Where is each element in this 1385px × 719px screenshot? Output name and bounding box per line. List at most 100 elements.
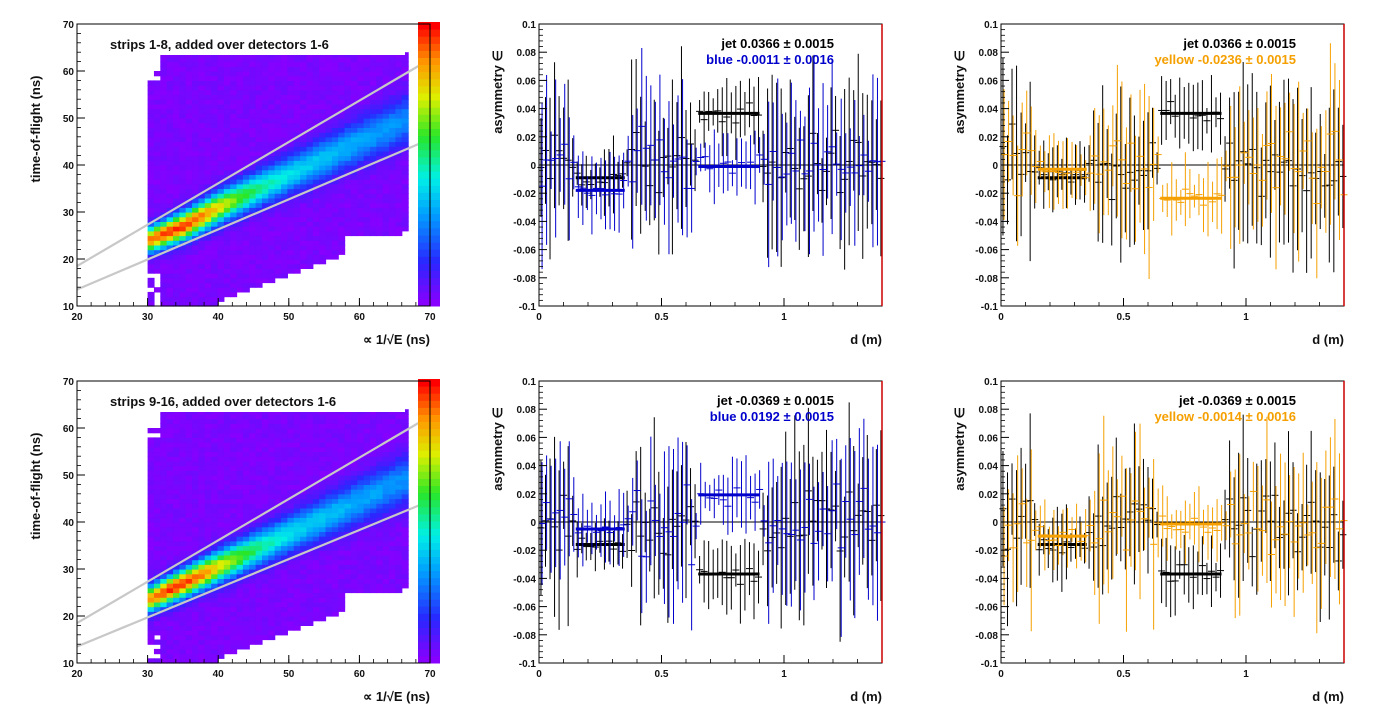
heatmap-bin	[357, 583, 364, 588]
heatmap-bin	[230, 264, 237, 269]
heatmap-bin	[351, 226, 358, 231]
heatmap-bin	[217, 466, 224, 471]
heatmap-bin	[376, 419, 383, 424]
heatmap-bin	[338, 428, 345, 433]
heatmap-bin	[230, 644, 237, 649]
heatmap-bin	[198, 437, 205, 442]
heatmap-bin	[345, 517, 352, 522]
heatmap-bin	[217, 640, 224, 645]
heatmap-bin	[179, 442, 186, 447]
heatmap-bin	[281, 616, 288, 621]
heatmap-bin	[313, 461, 320, 466]
heatmap-bin	[192, 90, 199, 95]
heatmap-bin	[243, 461, 250, 466]
heatmap-bin	[319, 588, 326, 593]
heatmap-bin	[160, 160, 167, 165]
heatmap-bin	[186, 602, 193, 607]
heatmap-bin	[268, 99, 275, 104]
heatmap-bin	[217, 250, 224, 255]
heatmap-bin	[192, 278, 199, 283]
heatmap-bin	[243, 174, 250, 179]
heatmap-bin	[205, 226, 212, 231]
heatmap-bin	[224, 607, 231, 612]
heatmap-bin	[281, 109, 288, 114]
heatmap-bin	[198, 452, 205, 457]
heatmap-bin	[256, 494, 263, 499]
heatmap-bin	[332, 578, 339, 583]
heatmap-bin	[300, 508, 307, 513]
heatmap-bin	[357, 151, 364, 156]
heatmap-bin	[345, 447, 352, 452]
heatmap-bin	[313, 442, 320, 447]
heatmap-bin	[300, 250, 307, 255]
y-tick-label: 50	[63, 114, 75, 125]
heatmap-bin	[205, 630, 212, 635]
heatmap-bin	[160, 414, 167, 419]
heatmap-bin	[205, 104, 212, 109]
heatmap-bin	[198, 165, 205, 170]
heatmap-bin	[211, 292, 218, 297]
heatmap-bin	[300, 109, 307, 114]
heatmap-bin	[376, 165, 383, 170]
heatmap-bin	[237, 621, 244, 626]
heatmap-bin	[389, 62, 396, 67]
heatmap-bin	[395, 217, 402, 222]
heatmap-bin	[211, 419, 218, 424]
heatmap-bin	[345, 503, 352, 508]
heatmap-bin	[160, 484, 167, 489]
heatmap-bin	[173, 113, 180, 118]
heatmap-bin	[154, 268, 161, 273]
chart-panel-1: strips 1-8, added over detectors 1-61020…	[28, 20, 440, 347]
heatmap-bin	[326, 95, 333, 100]
heatmap-bin	[217, 287, 224, 292]
heatmap-bin	[186, 513, 193, 518]
heatmap-bin	[275, 569, 282, 574]
heatmap-bin	[287, 109, 294, 114]
heatmap-bin	[192, 76, 199, 81]
heatmap-bin	[345, 160, 352, 165]
heatmap-bin	[224, 76, 231, 81]
heatmap-bin	[192, 156, 199, 161]
heatmap-bin	[306, 132, 313, 137]
heatmap-bin	[402, 85, 409, 90]
heatmap-bin	[160, 104, 167, 109]
heatmap-bin	[160, 621, 167, 626]
heatmap-bin	[186, 207, 193, 212]
heatmap-bin	[402, 212, 409, 217]
y-tick-label: -0.1	[981, 302, 999, 313]
heatmap-bin	[370, 489, 377, 494]
heatmap-bin	[294, 583, 301, 588]
heatmap-bin	[224, 428, 231, 433]
heatmap-bin	[357, 132, 364, 137]
heatmap-bin	[217, 76, 224, 81]
heatmap-bin	[148, 109, 155, 114]
heatmap-bin	[160, 62, 167, 67]
heatmap-bin	[306, 578, 313, 583]
heatmap-bin	[154, 207, 161, 212]
heatmap-bin	[326, 593, 333, 598]
heatmap-bin	[262, 442, 269, 447]
heatmap-bin	[319, 578, 326, 583]
heatmap-bin	[275, 433, 282, 438]
heatmap-bin	[370, 541, 377, 546]
heatmap-bin	[211, 66, 218, 71]
heatmap-bin	[275, 466, 282, 471]
heatmap-bin	[224, 423, 231, 428]
heatmap-bin	[230, 66, 237, 71]
heatmap-bin	[338, 151, 345, 156]
heatmap-bin	[313, 437, 320, 442]
heatmap-bin	[294, 170, 301, 175]
heatmap-bin	[224, 630, 231, 635]
heatmap-bin	[217, 146, 224, 151]
heatmap-bin	[395, 142, 402, 147]
heatmap-bin	[351, 517, 358, 522]
heatmap-bin	[287, 118, 294, 123]
heatmap-bin	[192, 489, 199, 494]
heatmap-bin	[332, 85, 339, 90]
heatmap-bin	[402, 193, 409, 198]
heatmap-bin	[205, 517, 212, 522]
heatmap-bin	[319, 212, 326, 217]
heatmap-bin	[237, 80, 244, 85]
heatmap-bin	[224, 644, 231, 649]
heatmap-bin	[370, 104, 377, 109]
